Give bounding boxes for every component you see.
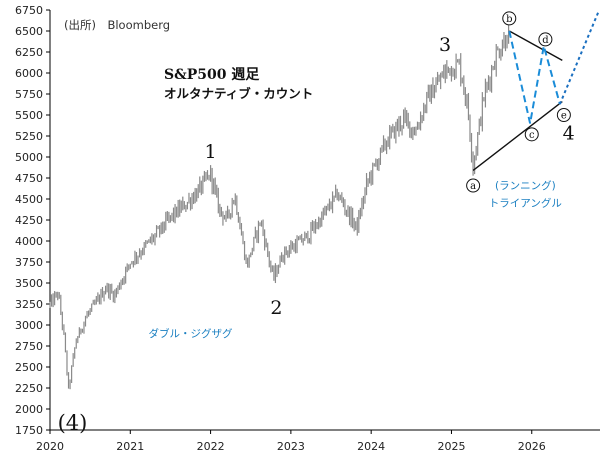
x-tick-label: 2024 bbox=[357, 440, 385, 453]
wave-label: 4 bbox=[563, 122, 575, 144]
y-ticks: 1750 2000 2250 2500 2750 3000 3250 3500 3750 4000… bbox=[15, 4, 50, 437]
y-tick-label: 6000 bbox=[15, 67, 43, 80]
wave-label: (4) bbox=[58, 411, 88, 435]
y-tick-label: 2500 bbox=[15, 361, 43, 374]
wave-circle-label: c bbox=[529, 130, 535, 141]
wave-circle bbox=[466, 178, 481, 193]
y-tick-label: 5000 bbox=[15, 151, 43, 164]
x-tick-label: 2022 bbox=[197, 440, 225, 453]
y-tick-label: 2250 bbox=[15, 382, 43, 395]
projection bbox=[558, 9, 601, 105]
wave-circle-label: a bbox=[470, 181, 476, 192]
y-tick-label: 2750 bbox=[15, 340, 43, 353]
wave-circle bbox=[502, 11, 517, 26]
source-label: (出所) Bloomberg bbox=[64, 18, 170, 32]
chart-subtitle: オルタナティブ・カウント bbox=[164, 86, 313, 101]
y-tick-label: 4500 bbox=[15, 193, 43, 206]
y-tick-label: 6500 bbox=[15, 25, 43, 38]
y-tick-label: 3250 bbox=[15, 298, 43, 311]
pattern-note: (ランニング) bbox=[495, 179, 556, 192]
wave-label: 3 bbox=[439, 34, 451, 56]
y-tick-label: 4250 bbox=[15, 214, 43, 227]
wave-label: 1 bbox=[205, 141, 217, 163]
triangle-zigzag bbox=[508, 30, 561, 124]
y-tick-label: 1750 bbox=[15, 424, 43, 437]
wave-circle-label: d bbox=[542, 35, 549, 46]
y-tick-label: 2000 bbox=[15, 403, 43, 416]
x-ticks: 2020 2021 2022 2023 2024 2025 2026 bbox=[36, 430, 546, 453]
y-tick-label: 4000 bbox=[15, 235, 43, 248]
y-tick-label: 3000 bbox=[15, 319, 43, 332]
y-tick-label: 3750 bbox=[15, 256, 43, 269]
y-tick-label: 3500 bbox=[15, 277, 43, 290]
wave-circle bbox=[556, 108, 571, 122]
wave-circle bbox=[538, 32, 553, 47]
trendline-lower bbox=[472, 101, 563, 171]
y-tick-label: 6250 bbox=[15, 46, 43, 59]
wave-label: 2 bbox=[270, 297, 282, 319]
y-tick-label: 6750 bbox=[15, 4, 43, 17]
price-bars bbox=[49, 25, 510, 390]
pattern-note: ダブル・ジグザグ bbox=[149, 327, 233, 340]
x-tick-label: 2020 bbox=[36, 440, 64, 453]
overlay-lines bbox=[472, 9, 601, 171]
y-tick-label: 5500 bbox=[15, 109, 43, 122]
trendline-upper bbox=[508, 30, 563, 62]
x-tick-label: 2026 bbox=[518, 440, 546, 453]
chart-title: S&P500 週足 bbox=[164, 67, 260, 83]
wave-circle-label: b bbox=[506, 14, 512, 25]
x-tick-label: 2021 bbox=[116, 440, 144, 453]
y-tick-label: 5250 bbox=[15, 130, 43, 143]
pattern-note: トライアングル bbox=[489, 197, 562, 210]
x-tick-label: 2025 bbox=[437, 440, 465, 453]
x-tick-label: 2023 bbox=[277, 440, 305, 453]
axes bbox=[49, 10, 600, 431]
wave-circle-label: e bbox=[561, 111, 567, 122]
wave-circle bbox=[524, 127, 539, 142]
y-tick-label: 4750 bbox=[15, 172, 43, 185]
y-tick-label: 5750 bbox=[15, 88, 43, 101]
